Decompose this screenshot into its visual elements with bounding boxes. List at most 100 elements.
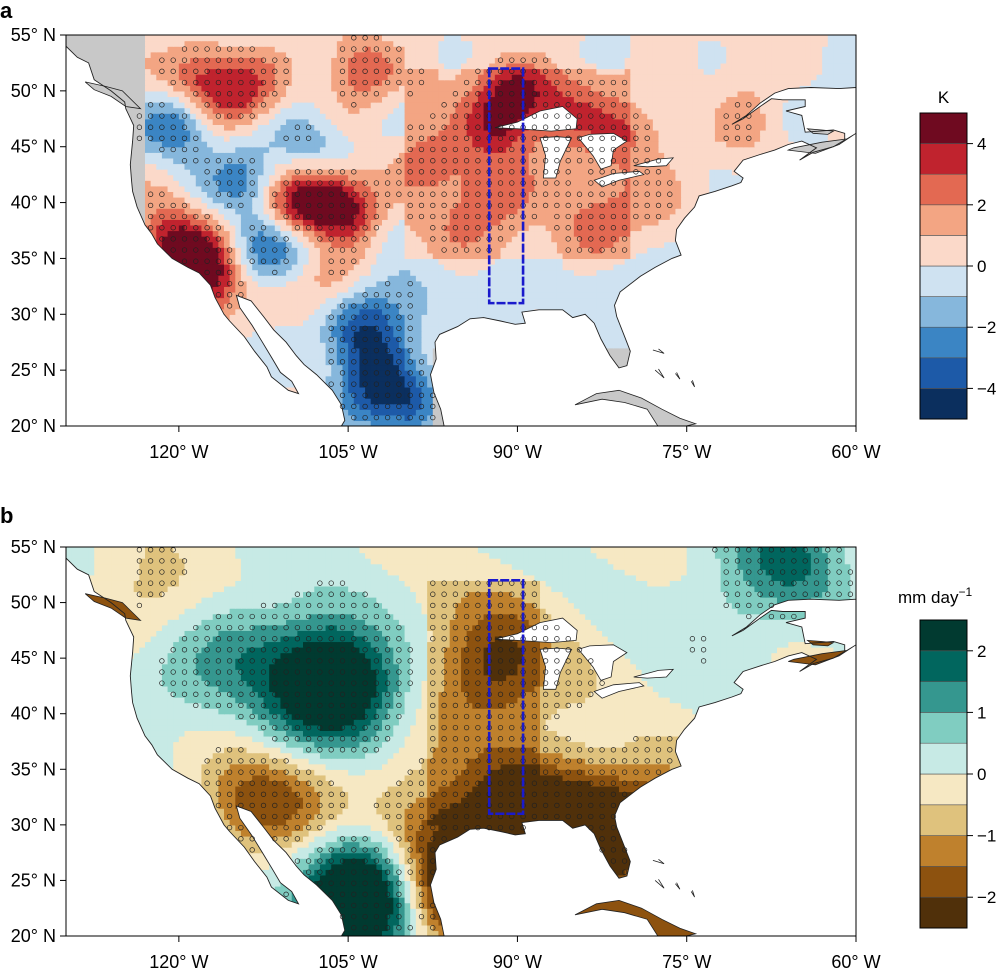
stipple-dot xyxy=(633,180,639,186)
stipple-dot xyxy=(565,702,571,709)
stipple-dot xyxy=(633,780,639,786)
stipple-dot xyxy=(260,724,267,731)
stipple-dot xyxy=(373,669,380,675)
lon-tick-label: 120° W xyxy=(149,442,208,462)
stipple-dot xyxy=(339,236,346,242)
stipple-dot xyxy=(836,580,842,586)
coastline xyxy=(66,35,856,426)
stipple-dot xyxy=(238,180,244,186)
stipple-dot xyxy=(542,124,549,130)
stipple-dot xyxy=(384,636,391,642)
stipple-dot xyxy=(700,636,707,642)
stipple-dot xyxy=(475,813,481,820)
stipple-dot xyxy=(497,747,504,753)
stipple-dot xyxy=(779,613,786,620)
stipple-dot xyxy=(193,91,199,97)
stipple-dot xyxy=(159,124,165,130)
stipple-dot xyxy=(509,113,515,119)
colorbar-segment xyxy=(919,388,968,420)
stipple-dot xyxy=(542,758,549,764)
stipple-dot xyxy=(181,225,188,231)
stipple-dot xyxy=(384,68,391,74)
stipple-dot xyxy=(351,658,357,664)
stipple-dot xyxy=(294,824,301,831)
stipple-dot xyxy=(531,613,538,620)
stipple-dot xyxy=(542,158,549,164)
stipple-dot xyxy=(136,558,143,564)
stipple-dot xyxy=(170,113,176,119)
stipple-dot xyxy=(475,724,481,731)
stipple-dot xyxy=(351,225,357,231)
stipple-dot xyxy=(463,613,470,620)
stipple-dot xyxy=(531,102,538,108)
stipple-dot xyxy=(373,913,380,920)
stipple-dot xyxy=(430,113,436,119)
stipple-dot xyxy=(396,925,402,931)
stipple-dot xyxy=(305,202,312,209)
stipple-dot xyxy=(384,359,391,365)
stipple-dot xyxy=(836,569,842,575)
stipple-dot xyxy=(170,658,176,664)
stipple-dot xyxy=(283,636,289,642)
stipple-dot xyxy=(452,236,459,242)
stipple-dot xyxy=(463,624,470,631)
stipple-dot xyxy=(463,158,470,164)
stipple-dot xyxy=(565,202,571,209)
stipple-dot xyxy=(396,824,402,831)
stipple-dot xyxy=(351,258,357,264)
stipple-dot xyxy=(373,724,380,731)
colorbar-segment xyxy=(919,619,968,652)
stipple-dot xyxy=(147,569,154,575)
stipple-dot xyxy=(542,636,549,642)
stipple-dot xyxy=(147,191,154,197)
stipple-dot xyxy=(576,247,583,253)
stipple-dot xyxy=(373,202,380,209)
stipple-dot xyxy=(249,191,255,197)
stipple-dot xyxy=(193,658,199,664)
stipple-dot xyxy=(181,158,188,164)
stipple-dot xyxy=(238,658,244,664)
stipple-dot xyxy=(226,303,233,309)
stipple-dot xyxy=(430,747,436,753)
stipple-dot xyxy=(136,113,143,119)
stipple-dot xyxy=(576,691,583,697)
stipple-dot xyxy=(497,225,504,231)
stipple-dot xyxy=(181,247,188,253)
lat-tick-label: 20° N xyxy=(11,926,56,946)
stipple-dot xyxy=(384,347,391,354)
stipple-dot xyxy=(373,91,380,97)
stipple-dot xyxy=(463,113,470,119)
stipple-dot xyxy=(588,169,594,175)
stipple-dot xyxy=(305,769,312,775)
stipple-dot xyxy=(599,102,605,108)
stipple-dot xyxy=(757,569,763,575)
stipple-dot xyxy=(193,57,199,63)
stipple-dot xyxy=(441,669,447,675)
stipple-dot xyxy=(610,102,617,108)
stipple-dot xyxy=(317,691,323,697)
stipple-dot xyxy=(373,370,380,376)
stipple-dot xyxy=(283,135,289,141)
stipple-dot xyxy=(610,769,617,775)
stipple-dot xyxy=(734,558,741,564)
stipple-dot xyxy=(452,91,459,97)
stipple-dot xyxy=(554,180,560,186)
stipple-dot xyxy=(441,213,447,220)
stipple-dot xyxy=(272,636,278,642)
stipple-dot xyxy=(305,169,312,175)
stipple-dot xyxy=(407,213,413,220)
stipple-dot xyxy=(351,403,357,410)
stipple-dot xyxy=(655,180,662,186)
stipple-dot xyxy=(283,724,289,731)
stipple-dot xyxy=(328,724,334,731)
stipple-dot xyxy=(351,247,357,253)
stipple-dot xyxy=(610,858,617,864)
stipple-dot xyxy=(847,580,854,586)
stipple-dot xyxy=(430,647,436,653)
stipple-dot xyxy=(170,57,176,63)
stipple-dot xyxy=(441,146,447,153)
stipple-dot xyxy=(215,280,222,287)
stipple-dot xyxy=(475,647,481,653)
stipple-dot xyxy=(260,613,267,620)
stipple-dot xyxy=(283,769,289,775)
